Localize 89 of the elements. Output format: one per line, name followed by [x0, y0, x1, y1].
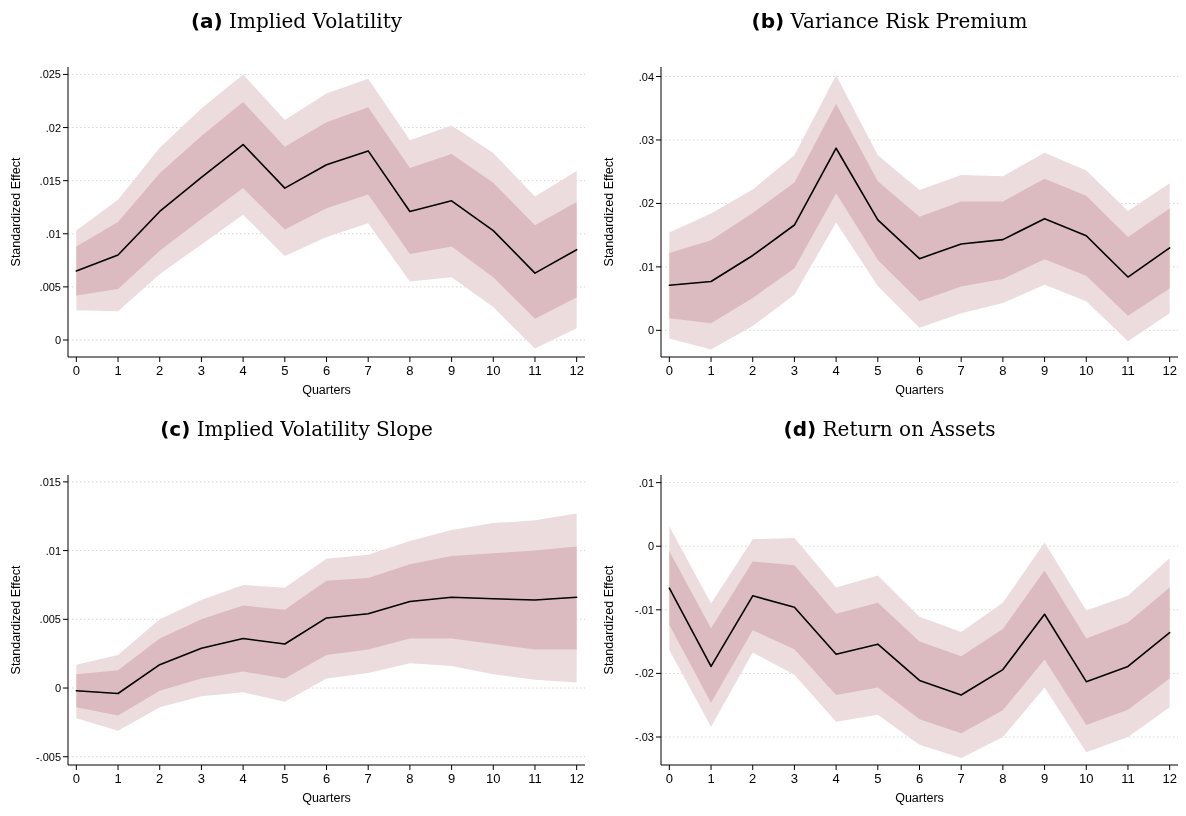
y-tick-label: -.02	[635, 667, 654, 680]
x-tick-label: 2	[749, 363, 757, 378]
x-tick-label: 3	[790, 771, 799, 786]
y-axis-title: Standardized Effect	[602, 157, 616, 267]
x-tick-label: 11	[1121, 771, 1135, 786]
x-tick-label: 0	[665, 771, 673, 786]
y-tick-label: .01	[638, 476, 654, 489]
y-axis-title: Standardized Effect	[9, 157, 23, 267]
x-tick-label: 6	[915, 771, 924, 786]
y-tick-label: .03	[638, 133, 654, 146]
chart-title: (c) Implied Volatility Slope	[160, 417, 433, 441]
x-tick-label: 12	[1162, 363, 1177, 378]
x-tick-label: 9	[447, 363, 456, 378]
chart-title: (b) Variance Risk Premium	[751, 9, 1028, 33]
x-tick-label: 10	[1079, 771, 1094, 786]
x-tick-label: 9	[1040, 363, 1049, 378]
line-series	[75, 596, 578, 695]
x-tick-label: 0	[72, 363, 80, 378]
y-tick-label: .02	[638, 197, 654, 210]
y-tick-label: .005	[39, 613, 61, 626]
y-tick-label: .02	[45, 121, 61, 134]
x-tick-label: 6	[322, 363, 331, 378]
x-tick-label: 8	[999, 363, 1007, 378]
x-tick-label: 9	[1040, 771, 1049, 786]
x-tick-label: 12	[1162, 771, 1177, 786]
x-tick-label: 7	[364, 771, 372, 786]
x-tick-label: 12	[569, 771, 584, 786]
x-tick-label: 9	[447, 771, 456, 786]
y-tick-label: 0	[647, 540, 654, 553]
x-tick-label: 3	[790, 363, 799, 378]
y-tick-label: -.01	[635, 603, 654, 616]
x-tick-label: 1	[707, 771, 715, 786]
y-tick-label: .01	[638, 260, 654, 273]
y-tick-label: .025	[39, 68, 61, 81]
x-tick-label: 3	[197, 771, 206, 786]
x-tick-label: 8	[406, 771, 414, 786]
chart-title: (a) Implied Volatility	[190, 9, 403, 33]
x-tick-label: 5	[874, 771, 882, 786]
x-tick-label: 3	[197, 363, 206, 378]
x-tick-label: 8	[999, 771, 1007, 786]
line-series	[668, 147, 1171, 287]
x-tick-label: 2	[156, 771, 164, 786]
y-tick-label: 0	[647, 324, 654, 337]
y-tick-label: .01	[45, 544, 61, 557]
x-tick-label: 2	[156, 363, 164, 378]
x-tick-label: 1	[114, 771, 122, 786]
x-tick-label: 10	[1079, 363, 1094, 378]
x-tick-label: 1	[114, 363, 122, 378]
y-tick-label: 0	[54, 682, 61, 695]
x-tick-label: 4	[832, 771, 840, 786]
x-tick-label: 5	[874, 363, 882, 378]
x-tick-label: 10	[486, 363, 501, 378]
x-axis-title: Quarters	[895, 791, 944, 805]
x-tick-label: 12	[569, 363, 584, 378]
y-tick-label: .01	[45, 227, 61, 240]
x-tick-label: 2	[749, 771, 757, 786]
y-tick-label: 0	[54, 334, 61, 346]
y-tick-label: .015	[39, 174, 61, 187]
chart-title: (d) Return on Assets	[783, 417, 996, 441]
x-tick-label: 7	[957, 363, 965, 378]
x-tick-label: 8	[406, 363, 414, 378]
x-tick-label: 7	[364, 363, 372, 378]
x-tick-label: 4	[832, 363, 840, 378]
x-tick-label: 6	[915, 363, 924, 378]
x-tick-label: 1	[707, 363, 715, 378]
line-series	[668, 587, 1171, 696]
x-tick-label: 5	[281, 363, 289, 378]
x-tick-label: 0	[72, 771, 80, 786]
y-tick-label: .005	[39, 280, 61, 293]
x-tick-label: 4	[239, 771, 247, 786]
x-tick-label: 0	[665, 363, 673, 378]
x-axis-title: Quarters	[302, 383, 351, 397]
x-tick-label: 11	[528, 363, 542, 378]
y-tick-label: -.03	[635, 731, 654, 744]
x-axis-title: Quarters	[895, 383, 944, 397]
y-tick-label: .015	[39, 475, 61, 488]
x-tick-label: 6	[322, 771, 331, 786]
x-tick-label: 11	[1121, 363, 1135, 378]
x-tick-label: 10	[486, 771, 501, 786]
y-axis-title: Standardized Effect	[9, 565, 23, 675]
x-tick-label: 5	[281, 771, 289, 786]
x-tick-label: 11	[528, 771, 542, 786]
y-tick-label: -.005	[35, 750, 61, 763]
x-axis-title: Quarters	[302, 791, 351, 805]
line-series	[75, 143, 578, 274]
x-tick-label: 4	[239, 363, 247, 378]
y-axis-title: Standardized Effect	[602, 565, 616, 675]
y-tick-label: .04	[638, 70, 654, 83]
x-tick-label: 7	[957, 771, 965, 786]
